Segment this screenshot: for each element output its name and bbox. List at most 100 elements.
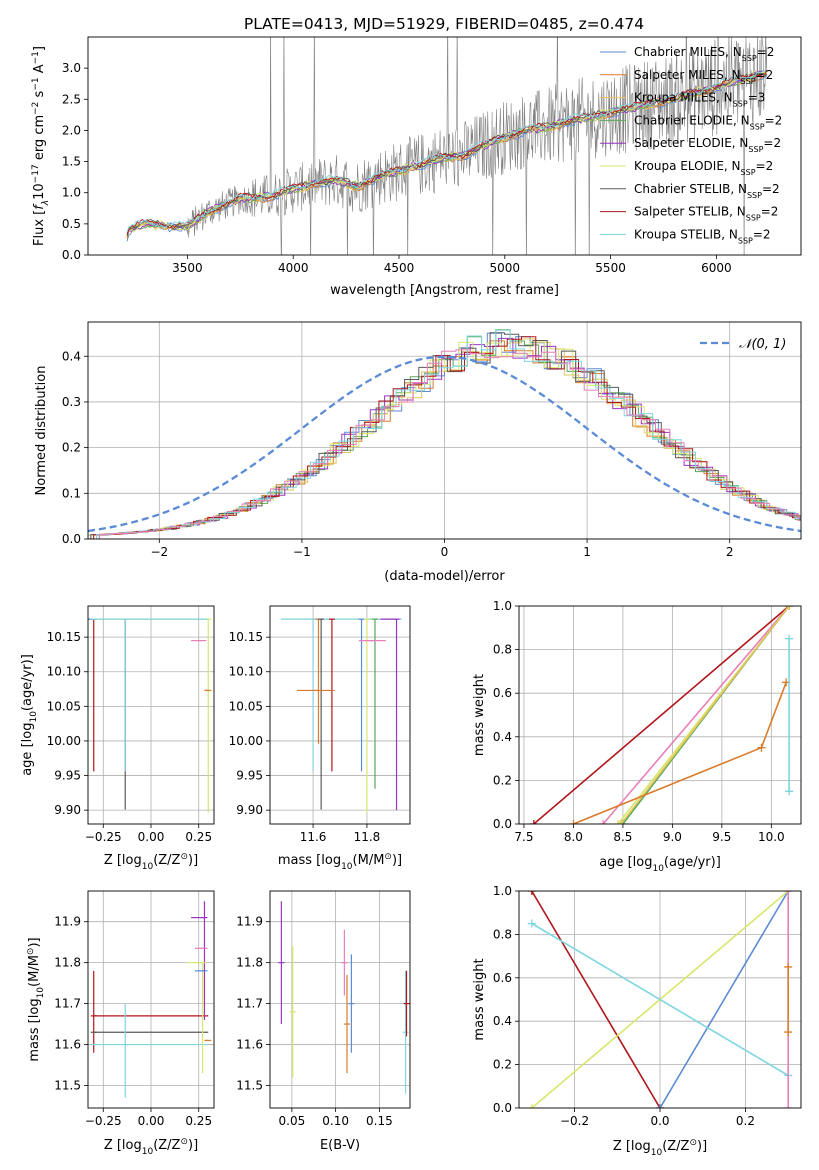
x-tick-label: 0.00 — [138, 1114, 165, 1128]
y-axis-label: mass weight — [472, 958, 487, 1040]
x-tick-label: 0.00 — [138, 830, 165, 844]
errorbar-point — [363, 618, 370, 813]
y-axis-label: Flux [fλ10−17 erg cm−2 s−1 A−1] — [31, 46, 51, 246]
plot-area — [519, 891, 801, 1108]
errorbar-point — [403, 970, 410, 1037]
x-tick-label: 4500 — [384, 261, 415, 275]
plot-area — [519, 606, 801, 824]
legend-suffix: =2 — [756, 159, 774, 173]
axes-frame — [87, 36, 802, 256]
y-tick-label: 11.7 — [54, 997, 81, 1011]
x-axis-label: mass [log10(M/M⊙)] — [278, 852, 402, 872]
plot-area — [88, 891, 214, 1108]
x-tick-label: 0.25 — [185, 1114, 212, 1128]
weight-marker — [527, 919, 536, 928]
axes-frame — [87, 605, 215, 825]
x-tick-label: −0.25 — [85, 830, 122, 844]
plot-area — [270, 891, 410, 1108]
model-line-kroupa-stelib — [126, 69, 768, 233]
legend-sub: SSP — [746, 213, 761, 222]
label-part: ⊙ — [180, 852, 188, 862]
y-tick-label: 0.2 — [493, 1058, 512, 1072]
y-tick-label: 10.10 — [47, 665, 81, 679]
legend-name: Kroupa MILES, N — [634, 91, 733, 105]
y-tick-label: 3.0 — [62, 61, 81, 75]
legend-suffix: =2 — [757, 45, 775, 59]
y-tick-label: 9.95 — [236, 769, 263, 783]
legend-label: 𝒩(0, 1) — [739, 337, 786, 352]
y-tick-label: 1.0 — [493, 884, 512, 898]
y-tick-label: 10.00 — [47, 734, 81, 748]
label-part: −1 — [31, 77, 41, 90]
label-part: ] — [32, 46, 47, 51]
label-part: Flux [ — [32, 210, 47, 246]
axes-frame — [87, 890, 215, 1109]
label-part: Z [log — [104, 853, 142, 868]
label-part: (Z/Z — [662, 1139, 689, 1154]
legend-label: Salpeter MILES, NSSP=2 — [634, 68, 773, 86]
x-tick-label: 1 — [583, 545, 591, 559]
y-tick-label: 0.4 — [62, 349, 81, 363]
histogram-kroupa-stelib — [96, 329, 801, 539]
residuals-panel: −2 −1 0 1 2 0.0 0.1 0.2 0.3 0.4 𝒩(0, 1) (data-model… — [34, 321, 802, 584]
age-vs-metallicity-panel: −0.25 0.00 0.25 9.90 9.95 10.00 10.05 10.10 10.1… — [20, 605, 215, 872]
legend-name: Chabrier STELIB, N — [634, 182, 747, 196]
y-tick-label: 0.6 — [493, 971, 512, 985]
weight-line-kroupa-miles — [620, 606, 790, 824]
weight-marker — [784, 891, 793, 895]
weight-marker — [569, 820, 578, 824]
errorbar-point — [289, 946, 296, 1078]
weight-marker — [527, 1104, 536, 1108]
weight-marker — [599, 820, 608, 824]
label-part: f — [32, 203, 47, 210]
label-part: Z [log — [613, 1139, 651, 1154]
label-part: 10 — [652, 864, 664, 874]
legend-name: Salpeter MILES, N — [634, 68, 741, 82]
y-tick-label: 11.5 — [54, 1078, 81, 1092]
weight-vs-age-panel: 7.5 8.0 8.5 9.0 9.5 10.0 0.0 0.2 0.4 0.6 0.8 1.0 age… — [472, 599, 802, 874]
weight-marker — [784, 1104, 793, 1108]
x-tick-label: 2 — [726, 545, 734, 559]
weight-line-salpeter-miles — [573, 682, 787, 824]
y-tick-label: 0.0 — [62, 532, 81, 546]
x-tick-label: 10.0 — [758, 830, 785, 844]
legend-sub: SSP — [733, 99, 748, 108]
y-tick-label: 0.0 — [493, 1101, 512, 1115]
plot-area — [126, 37, 768, 255]
legend-suffix: =2 — [765, 113, 783, 127]
histogram-chabrier-elodie — [96, 329, 801, 539]
legend-sub: SSP — [747, 190, 762, 199]
x-tick-label: 9.0 — [663, 830, 682, 844]
x-axis-label: E(B-V) — [320, 1138, 360, 1153]
x-tick-label: −2 — [150, 545, 168, 559]
legend-name: Chabrier ELODIE, N — [634, 113, 750, 127]
x-tick-label: −1 — [293, 545, 311, 559]
errorbar-point — [358, 618, 365, 772]
legend-sub: SSP — [750, 122, 765, 131]
mass-vs-ebv-panel: 0.05 0.10 0.15 11.5 11.6 11.7 11.8 11.9 E(B-V) — [236, 890, 411, 1153]
axes-frame — [269, 605, 411, 825]
weight-line-pink — [602, 606, 790, 824]
y-tick-label: 1.0 — [493, 599, 512, 613]
y-tick-label: 0.0 — [493, 817, 512, 831]
y-tick-label: 0.3 — [62, 395, 81, 409]
y-tick-label: 10.05 — [47, 699, 81, 713]
label-part: −2 — [31, 102, 41, 115]
y-tick-label: 0.2 — [493, 773, 512, 787]
residuals-legend: 𝒩(0, 1) — [700, 337, 786, 352]
y-tick-label: 1.0 — [62, 186, 81, 200]
weight-marker — [784, 962, 793, 971]
label-part: )] — [697, 1139, 707, 1154]
legend-label: Chabrier STELIB, NSSP=2 — [634, 182, 780, 200]
y-tick-label: 11.9 — [54, 915, 81, 929]
label-part: ⊙ — [384, 852, 392, 862]
weight-marker — [757, 743, 766, 752]
y-tick-label: 11.6 — [236, 1038, 263, 1052]
y-axis-label: age [log10(age/yr)] — [20, 654, 39, 776]
errorbar-point — [93, 618, 212, 813]
x-axis-label: age [log10(age/yr)] — [599, 855, 721, 874]
errorbar-point — [372, 618, 378, 789]
x-tick-label: 4000 — [278, 261, 309, 275]
normal-distribution-curve — [88, 355, 801, 533]
weight-marker — [784, 1028, 793, 1037]
